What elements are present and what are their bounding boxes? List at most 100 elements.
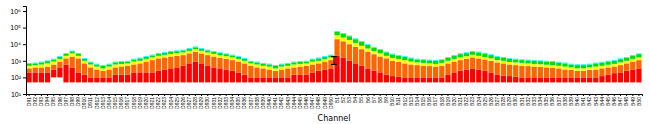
tick-label: B47	[617, 97, 623, 106]
bar-segment	[273, 64, 278, 66]
bar-segment	[587, 64, 592, 67]
bar-segment	[33, 72, 38, 82]
bar-segment	[476, 69, 481, 82]
tick-mark	[29, 94, 30, 96]
bar-segment	[402, 60, 407, 63]
bar-segment	[285, 77, 290, 82]
bar-segment	[402, 57, 407, 60]
x-tick: D913	[100, 94, 106, 109]
bar-segment	[519, 59, 524, 61]
x-tick: D98	[69, 94, 75, 106]
tick-mark	[528, 94, 529, 96]
bar-segment	[433, 61, 438, 64]
tick-mark	[281, 94, 282, 96]
bar-segment	[452, 56, 457, 59]
bar-segment	[581, 71, 586, 78]
bar-segment	[575, 64, 580, 66]
tick-label: B12	[402, 97, 408, 106]
tick-label: D935	[235, 97, 241, 109]
bar-segment	[70, 50, 75, 52]
x-tick: B42	[586, 94, 592, 106]
bar-segment	[328, 54, 333, 56]
bar-segment	[365, 45, 370, 49]
bar-segment	[390, 61, 395, 76]
tick-mark	[84, 94, 85, 96]
bar-segment	[119, 74, 124, 82]
bar-segment	[341, 58, 346, 83]
bar-segment	[211, 57, 216, 68]
tick-mark	[435, 94, 436, 96]
tick-label: 10⁶	[10, 8, 21, 15]
bar-segment	[322, 62, 327, 70]
bar-segment	[630, 62, 635, 70]
bar-segment	[538, 64, 543, 67]
bar-segment	[334, 56, 339, 83]
bar-segment	[636, 53, 641, 55]
bar-segment	[464, 52, 469, 54]
tick-mark	[23, 11, 26, 12]
tick-mark	[250, 94, 251, 96]
x-tick: B31	[519, 94, 525, 106]
bar-segment	[365, 52, 370, 69]
x-tick: B37	[556, 94, 562, 106]
bar-segment	[427, 59, 432, 61]
bar-segment	[205, 50, 210, 52]
bar-segment	[599, 76, 604, 82]
x-tick: D915	[112, 94, 118, 109]
tick-label: B39	[568, 97, 574, 106]
bar-segment	[242, 74, 247, 82]
x-tick: D917	[124, 94, 130, 109]
bar-segment	[452, 72, 457, 82]
bar-segment	[94, 64, 99, 66]
bar-segment	[33, 63, 38, 65]
bar-segment	[107, 67, 112, 70]
bar-segment	[199, 51, 204, 54]
tick-label: D913	[100, 97, 106, 109]
bar-segment	[495, 56, 500, 58]
bar-segment	[439, 66, 444, 78]
bar-segment	[273, 71, 278, 78]
tick-mark	[638, 94, 639, 96]
tick-label: B27	[494, 97, 500, 106]
bar-segment	[187, 53, 192, 63]
bar-segment	[298, 61, 303, 63]
tick-mark	[355, 94, 356, 96]
x-tick: D928	[192, 94, 198, 109]
bar-segment	[415, 59, 420, 62]
bar-segment	[88, 61, 93, 63]
x-tick: D940	[266, 94, 272, 109]
bar-segment	[593, 77, 598, 82]
bar-segment	[606, 62, 611, 65]
tick-mark	[170, 94, 171, 96]
bar-segment	[70, 51, 75, 53]
bar-segment	[513, 59, 518, 62]
bar-segment	[33, 62, 38, 64]
bar-segment	[353, 63, 358, 82]
y-tick: 10⁴	[10, 41, 26, 48]
x-tick: D938	[254, 94, 260, 109]
bar-segment	[242, 59, 247, 61]
tick-mark	[300, 94, 301, 96]
bar-segment	[107, 64, 112, 66]
bar-segment	[556, 68, 561, 77]
x-tick: D933	[223, 94, 229, 109]
bar-segment	[439, 63, 444, 66]
tick-label: D96	[57, 97, 63, 106]
bar-segment	[341, 33, 346, 35]
x-tick: B38	[562, 94, 568, 106]
bar-segment	[328, 68, 333, 82]
x-tick: D934	[229, 94, 235, 109]
tick-label: D945	[297, 97, 303, 109]
bar-segment	[341, 38, 346, 42]
bar-segment	[254, 67, 259, 77]
bar-segment	[119, 64, 124, 67]
bar-segment	[162, 57, 167, 69]
tick-mark	[176, 94, 177, 96]
tick-mark	[133, 94, 134, 96]
bar-segment	[347, 44, 352, 61]
bar-segment	[273, 66, 278, 69]
bar-segment	[224, 56, 229, 59]
bar-segment	[51, 58, 56, 60]
bar-segment	[63, 54, 68, 56]
tick-label: B16	[426, 97, 432, 106]
